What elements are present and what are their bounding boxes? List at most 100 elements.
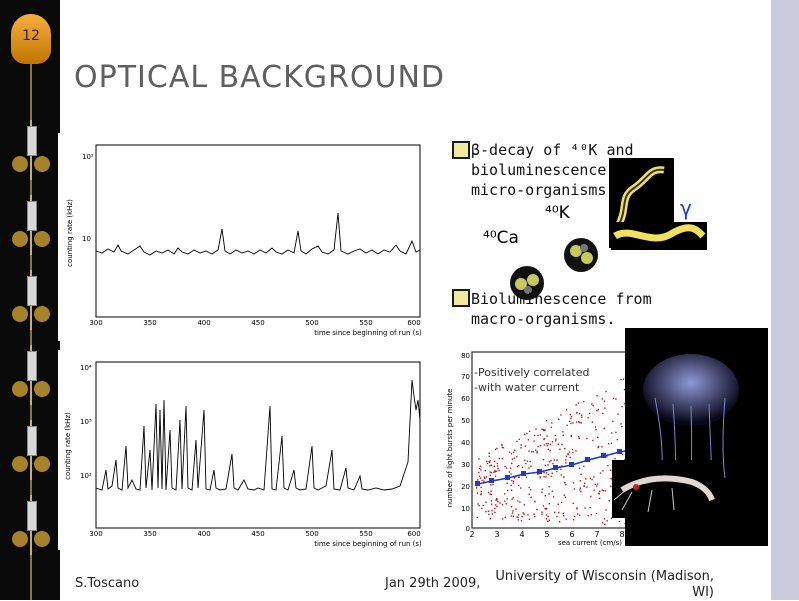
top-plot-ytick: 10² — [82, 153, 94, 161]
scatter-point — [561, 443, 563, 446]
scatter-point — [589, 477, 591, 479]
storey-icon — [10, 270, 52, 330]
scatter-point — [479, 477, 482, 479]
buoy-icon — [11, 14, 51, 64]
scatter-point — [484, 470, 486, 472]
scatter-point — [572, 422, 574, 424]
scatter-point — [596, 395, 598, 397]
scatter-point — [552, 496, 555, 498]
scatter-point — [595, 429, 597, 431]
scatter-ytick: 50 — [461, 417, 470, 425]
storey-icon — [10, 495, 52, 555]
scatter-point — [575, 507, 578, 510]
scatter-ytick: 30 — [461, 461, 470, 469]
bottom-plot-xtick: 300 — [89, 530, 102, 538]
scatter-point — [553, 459, 555, 461]
scatter-point — [551, 472, 553, 474]
scatter-point — [550, 475, 552, 478]
scatter-point — [544, 464, 546, 467]
scatter-point — [590, 514, 592, 516]
scatter-point — [517, 476, 520, 478]
scatter-point — [488, 461, 491, 464]
scatter-point — [545, 420, 548, 422]
scatter-ytick: 40 — [461, 439, 470, 447]
scatter-point — [508, 451, 511, 453]
scatter-point — [510, 515, 512, 517]
scatter-point — [620, 378, 622, 381]
microorganism-image — [611, 222, 707, 250]
scatter-point — [549, 443, 552, 445]
scatter-point — [536, 508, 538, 511]
scatter-point — [586, 437, 588, 440]
bullet-line: Bioluminescence from — [471, 290, 652, 308]
scatter-point — [566, 424, 568, 426]
scatter-point — [521, 515, 523, 518]
scatter-point — [594, 483, 596, 486]
scatter-point — [511, 462, 513, 465]
scatter-point — [604, 407, 606, 409]
scatter-point — [573, 515, 576, 518]
scatter-point — [535, 449, 537, 451]
bottom-plot-xtick: 400 — [197, 530, 210, 538]
scatter-point — [570, 417, 572, 420]
scatter-point — [533, 440, 535, 442]
bottom-plot-ytick: 10⁴ — [80, 364, 92, 372]
scatter-point — [603, 400, 606, 402]
scatter-point — [524, 445, 527, 447]
scatter-point — [575, 450, 577, 452]
atom-icon — [560, 236, 602, 274]
scatter-point — [493, 471, 495, 473]
scatter-point — [569, 413, 571, 416]
bullet-text: β-decay of ⁴⁰K and bioluminescence micro… — [471, 140, 634, 200]
scatter-point — [528, 430, 531, 432]
scatter-point — [501, 444, 503, 446]
scatter-point — [523, 513, 525, 515]
scatter-point — [478, 458, 480, 460]
scatter-point — [565, 455, 567, 457]
scatter-point — [509, 467, 512, 469]
scatter-point — [505, 503, 507, 505]
scatter-point — [480, 493, 482, 496]
scatter-point — [559, 448, 561, 450]
bottom-plot-ylabel: counting rate (kHz) — [64, 412, 72, 480]
bottom-plot-trace — [95, 379, 421, 491]
scatter-point — [607, 464, 609, 467]
bottom-plot-ytick: 10³ — [80, 418, 92, 426]
scatter-point — [547, 473, 550, 476]
scatter-point — [587, 514, 589, 517]
scatter-point — [489, 465, 491, 467]
scatter-point — [488, 460, 490, 463]
scatter-point — [489, 471, 491, 473]
scatter-point — [478, 471, 480, 474]
scatter-point — [504, 493, 506, 495]
scatter-point — [572, 451, 574, 454]
bullet-icon — [452, 289, 470, 307]
scatter-point — [605, 509, 607, 511]
scatter-point — [601, 398, 603, 400]
scatter-point — [548, 486, 550, 488]
scatter-point — [496, 498, 498, 500]
scatter-point — [499, 502, 501, 504]
scatter-point — [602, 470, 604, 472]
scatter-point — [511, 480, 513, 482]
scatter-point — [560, 468, 562, 471]
scatter-ytick: 0 — [466, 525, 470, 533]
scatter-point — [550, 460, 552, 462]
scatter-point — [513, 457, 516, 459]
scatter-point — [539, 445, 542, 447]
scatter-point — [547, 520, 549, 522]
scatter-point — [511, 512, 514, 514]
scatter-point — [476, 516, 478, 519]
scatter-point — [589, 506, 591, 509]
scatter-point — [523, 433, 526, 435]
scatter-point — [479, 465, 482, 467]
scatter-point — [516, 465, 519, 468]
scatter-point — [607, 443, 610, 445]
scatter-point — [606, 456, 608, 458]
scatter-point — [579, 480, 581, 482]
scatter-point — [487, 510, 490, 512]
scatter-point — [555, 438, 557, 440]
scatter-point — [542, 428, 545, 431]
scatter-point — [579, 489, 581, 491]
scatter-point — [593, 476, 595, 478]
